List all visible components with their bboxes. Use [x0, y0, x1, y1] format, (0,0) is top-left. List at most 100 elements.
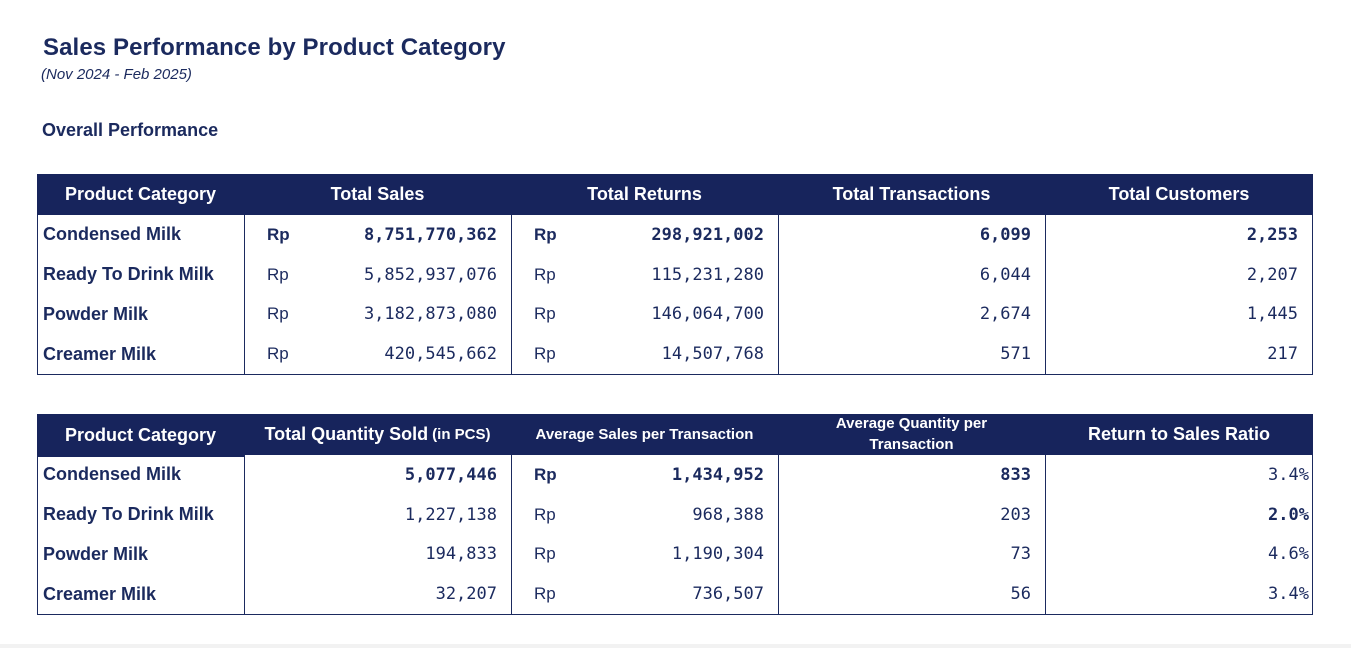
- date-range-subtitle: (Nov 2024 - Feb 2025): [41, 66, 192, 83]
- total-sales-value: 420,545,662: [384, 344, 497, 365]
- currency-label: Rp: [267, 304, 289, 324]
- ratio-cell: 3.4%: [1045, 574, 1313, 614]
- currency-label: Rp: [534, 224, 557, 244]
- total-customers-cell: 217: [1045, 334, 1313, 374]
- table-header: Product Category Total Quantity Sold (in …: [37, 414, 1313, 457]
- total-sales-cell: Rp 8,751,770,362: [244, 215, 511, 255]
- qty-cell: 32,207: [244, 574, 511, 614]
- total-customers-cell: 2,253: [1045, 215, 1313, 255]
- avg-sales-cell: Rp 1,434,952: [511, 455, 778, 495]
- total-returns-value: 14,507,768: [661, 344, 764, 365]
- avg-sales-cell: Rp 736,507: [511, 574, 778, 614]
- currency-label: Rp: [534, 304, 556, 324]
- qty-cell: 5,077,446: [244, 455, 511, 495]
- table-row: Ready To Drink Milk Rp 5,852,937,076 Rp 11…: [37, 254, 1313, 295]
- total-sales-cell: Rp 420,545,662: [244, 334, 511, 374]
- avg-sales-cell: Rp 1,190,304: [511, 534, 778, 575]
- total-transactions-cell: 2,674: [778, 294, 1045, 335]
- total-transactions-value: 2,674: [979, 304, 1031, 325]
- table-row: Condensed Milk Rp 8,751,770,362 Rp 298,921…: [37, 215, 1313, 255]
- total-sales-cell: Rp 3,182,873,080: [244, 294, 511, 335]
- qty-value: 1,227,138: [404, 504, 497, 525]
- header-total-customers: Total Customers: [1108, 184, 1250, 204]
- header-avg-qty-label: Average Quantity per Transaction: [835, 415, 988, 453]
- category-name: Powder Milk: [37, 294, 244, 335]
- qty-value: 5,077,446: [404, 464, 497, 485]
- currency-label: Rp: [267, 224, 290, 244]
- ratio-value: 3.4%: [1268, 584, 1309, 605]
- currency-label: Rp: [534, 344, 556, 364]
- total-returns-cell: Rp 115,231,280: [511, 254, 778, 295]
- avg-qty-value: 833: [1000, 464, 1031, 485]
- total-customers-cell: 1,445: [1045, 294, 1313, 335]
- qty-cell: 194,833: [244, 534, 511, 575]
- avg-qty-value: 203: [1000, 504, 1031, 525]
- total-sales-value: 5,852,937,076: [363, 264, 497, 285]
- ratio-value: 4.6%: [1268, 544, 1309, 565]
- avg-qty-value: 73: [1010, 544, 1031, 565]
- total-sales-value: 8,751,770,362: [363, 224, 497, 245]
- total-returns-value: 115,231,280: [651, 264, 764, 285]
- category-name: Ready To Drink Milk: [37, 494, 244, 535]
- table-row: Creamer Milk 32,207 Rp 736,507 56 3.4%: [37, 574, 1313, 614]
- currency-label: Rp: [267, 264, 289, 284]
- total-transactions-value: 571: [1000, 344, 1031, 365]
- avg-qty-value: 56: [1010, 584, 1031, 605]
- header-qty-unit: (in PCS): [432, 426, 491, 443]
- total-returns-cell: Rp 298,921,002: [511, 215, 778, 255]
- ratio-value: 3.4%: [1268, 464, 1309, 485]
- currency-label: Rp: [534, 464, 557, 484]
- total-transactions-cell: 6,044: [778, 254, 1045, 295]
- total-customers-value: 1,445: [1246, 304, 1298, 325]
- total-customers-value: 2,207: [1246, 264, 1298, 285]
- section-title: Overall Performance: [42, 120, 219, 140]
- currency-label: Rp: [534, 504, 556, 524]
- qty-value: 194,833: [425, 544, 497, 565]
- averages-table: Product Category Total Quantity Sold (in …: [37, 414, 1313, 615]
- header-product-category: Product Category: [64, 184, 217, 204]
- ratio-cell: 3.4%: [1045, 455, 1313, 495]
- ratio-cell: 2.0%: [1045, 494, 1313, 535]
- category-name: Powder Milk: [37, 534, 244, 575]
- page-title: Sales Performance by Product Category: [43, 34, 506, 61]
- category-name: Creamer Milk: [37, 334, 244, 374]
- category-name: Ready To Drink Milk: [37, 254, 244, 295]
- total-customers-value: 217: [1267, 344, 1298, 365]
- table-header: Product Category Total Sales Total Retur…: [37, 174, 1313, 215]
- table-row: Ready To Drink Milk 1,227,138 Rp 968,388 …: [37, 494, 1313, 535]
- avg-qty-cell: 73: [778, 534, 1045, 575]
- avg-qty-cell: 833: [778, 455, 1045, 495]
- total-returns-value: 146,064,700: [651, 304, 764, 325]
- avg-sales-value: 736,507: [692, 584, 764, 605]
- total-returns-value: 298,921,002: [651, 224, 764, 245]
- table-row: Creamer Milk Rp 420,545,662 Rp 14,507,768 …: [37, 334, 1313, 374]
- currency-label: Rp: [534, 584, 556, 604]
- currency-label: Rp: [267, 344, 289, 364]
- currency-label: Rp: [534, 544, 556, 564]
- overall-performance-table: Product Category Total Sales Total Retur…: [37, 174, 1313, 375]
- table-row: Powder Milk 194,833 Rp 1,190,304 73 4.6%: [37, 534, 1313, 575]
- currency-label: Rp: [534, 264, 556, 284]
- ratio-value: 2.0%: [1268, 504, 1309, 525]
- header-total-quantity-sold: Total Quantity Sold (in PCS): [244, 414, 511, 455]
- category-name: Creamer Milk: [37, 574, 244, 614]
- avg-sales-value: 1,190,304: [671, 544, 764, 565]
- header-total-sales: Total Sales: [330, 184, 425, 204]
- total-customers-cell: 2,207: [1045, 254, 1313, 295]
- total-returns-cell: Rp 146,064,700: [511, 294, 778, 335]
- header-average-sales-per-transaction: Average Sales per Transaction: [535, 426, 754, 443]
- total-transactions-cell: 571: [778, 334, 1045, 374]
- header-total-transactions: Total Transactions: [832, 184, 991, 204]
- header-return-to-sales-ratio: Return to Sales Ratio: [1087, 424, 1271, 444]
- category-name: Condensed Milk: [37, 455, 244, 495]
- ratio-cell: 4.6%: [1045, 534, 1313, 575]
- total-transactions-value: 6,044: [979, 264, 1031, 285]
- total-transactions-cell: 6,099: [778, 215, 1045, 255]
- header-average-quantity-per-transaction: Average Quantity per Transaction: [778, 414, 1045, 455]
- avg-qty-cell: 56: [778, 574, 1045, 614]
- qty-value: 32,207: [435, 584, 497, 605]
- bottom-divider: [0, 644, 1351, 648]
- avg-qty-cell: 203: [778, 494, 1045, 535]
- table-row: Powder Milk Rp 3,182,873,080 Rp 146,064,70…: [37, 294, 1313, 335]
- table-row: Condensed Milk 5,077,446 Rp 1,434,952 833…: [37, 455, 1313, 495]
